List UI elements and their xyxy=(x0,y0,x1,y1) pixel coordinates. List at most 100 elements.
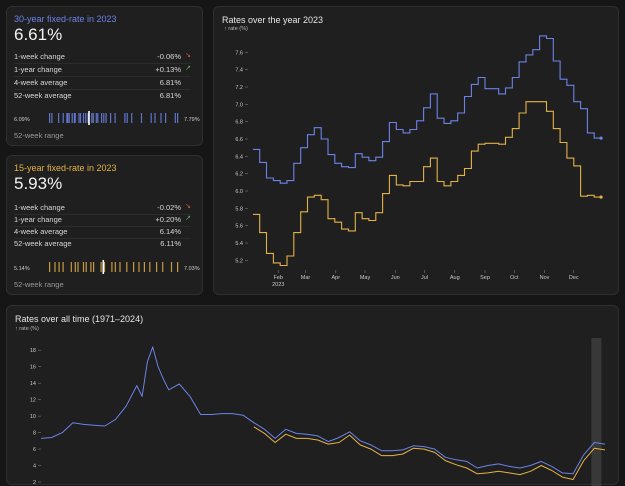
y-tick-label: 16 xyxy=(30,365,36,371)
x-tick-label: Dec xyxy=(569,275,579,281)
y-tick-label: 7.4 xyxy=(235,68,243,74)
range-tick xyxy=(58,262,60,272)
range-tick xyxy=(66,113,68,123)
series-end-point xyxy=(599,195,603,199)
range-tick xyxy=(119,262,121,272)
chart-title: Rates over the year 2023 xyxy=(222,15,324,25)
y-tick-label: 5.8 xyxy=(235,206,243,212)
arrow-up-icon: ↗ xyxy=(185,215,191,222)
range-strip xyxy=(49,260,179,274)
stat-label: 1-year change xyxy=(14,65,62,74)
range-tick xyxy=(177,262,179,272)
range-tick xyxy=(170,262,173,272)
x-tick-label: Aug xyxy=(450,275,460,281)
range-min: 6.09% xyxy=(14,117,30,123)
range-tick xyxy=(85,262,87,272)
stat-row-1-year: 1-year change +0.20% ↗ xyxy=(14,214,191,227)
stat-value: +0.13% xyxy=(155,65,181,74)
y-tick-label: 8 xyxy=(33,431,36,437)
y-tick-label: 5.2 xyxy=(235,258,243,264)
y-tick-label: 2 xyxy=(33,480,36,486)
card-15-year: 15-year fixed-rate in 2023 5.93% 1-week … xyxy=(6,155,203,295)
series-line xyxy=(252,35,602,184)
card-title: 30-year fixed-rate in 2023 xyxy=(14,14,117,24)
range-tick xyxy=(105,113,107,123)
x-year-label: 2023 xyxy=(272,282,284,288)
stat-label: 52-week average xyxy=(14,91,72,100)
range-max: 7.03% xyxy=(184,266,200,272)
arrow-down-icon: ↘ xyxy=(185,203,191,210)
range-tick xyxy=(93,262,95,272)
range-tick xyxy=(54,262,56,272)
range-tick xyxy=(77,262,79,272)
y-tick-label: 10 xyxy=(30,414,36,420)
x-tick-label: Apr xyxy=(331,275,340,281)
arrow-down-icon: ↘ xyxy=(185,52,191,59)
stat-value: +0.20% xyxy=(155,215,181,224)
range-tick xyxy=(150,113,152,123)
range-tick xyxy=(73,113,75,123)
x-tick-label: Jun xyxy=(391,275,400,281)
x-tick-label: Jul xyxy=(421,275,428,281)
stat-value: 6.11% xyxy=(160,239,181,248)
stat-row-4-week: 4-week average 6.14% xyxy=(14,226,191,239)
range-tick xyxy=(162,262,164,272)
range-label: 52-week range xyxy=(14,131,64,140)
y-tick-label: 18 xyxy=(30,348,36,354)
all-time-chart-card: Rates over all time (1971–2024) ↑ rate (… xyxy=(6,305,619,486)
y-tick-label: 7.6 xyxy=(235,50,243,56)
range-tick xyxy=(87,113,89,123)
year-chart-card: Rates over the year 2023 ↑ rate (%) 5.2 5… xyxy=(213,6,619,295)
current-rate: 6.61% xyxy=(14,25,63,44)
range-tick xyxy=(70,262,72,272)
range-tick xyxy=(103,262,106,272)
stat-value: 6.81% xyxy=(159,91,181,100)
y-tick-label: 5.4 xyxy=(235,241,243,247)
x-tick-label: Mar xyxy=(301,275,311,281)
range-label: 52-week range xyxy=(14,280,64,289)
range-tick xyxy=(111,262,113,272)
y-axis-label: ↑ rate (%) xyxy=(224,26,248,32)
x-tick-label: Sep xyxy=(480,275,490,281)
range-tick xyxy=(126,113,128,123)
stat-label: 4-week average xyxy=(14,78,68,87)
range-tick xyxy=(62,113,64,123)
y-tick-label: 7.0 xyxy=(235,102,243,108)
y-tick-label: 6.4 xyxy=(235,154,243,160)
y-tick-label: 6.6 xyxy=(235,137,243,143)
y-tick-label: 4 xyxy=(33,464,36,470)
range-tick xyxy=(90,262,92,272)
range-tick xyxy=(101,113,103,123)
stat-row-52-week: 52-week average 6.11% xyxy=(14,238,191,250)
range-tick xyxy=(177,113,179,123)
stat-row-4-week: 4-week average 6.81% xyxy=(14,77,191,90)
stat-value: -0.02% xyxy=(157,203,181,212)
range-tick xyxy=(78,113,80,123)
range-tick xyxy=(124,113,126,123)
range-tick xyxy=(67,113,69,123)
card-30-year: 30-year fixed-rate in 2023 6.61% 1-week … xyxy=(6,6,203,146)
range-tick xyxy=(68,113,70,123)
range-tick xyxy=(110,113,112,123)
range-tick xyxy=(149,262,151,272)
range-tick xyxy=(114,113,116,123)
stat-label: 1-year change xyxy=(14,215,62,224)
stat-value: -0.06% xyxy=(157,52,181,61)
range-tick xyxy=(138,262,140,272)
arrow-up-icon: ↗ xyxy=(185,65,191,72)
series-line xyxy=(40,346,606,475)
stat-value: 6.81% xyxy=(159,78,181,87)
x-tick-label: Oct xyxy=(510,275,519,281)
stat-row-52-week: 52-week average 6.81% xyxy=(14,90,191,102)
range-tick xyxy=(140,113,143,123)
range-tick xyxy=(165,113,167,123)
y-tick-label: 7.2 xyxy=(235,85,243,91)
stat-label: 1-week change xyxy=(14,203,65,212)
range-tick xyxy=(49,113,51,123)
chart-title: Rates over all time (1971–2024) xyxy=(15,314,144,324)
range-tick xyxy=(160,113,162,123)
all-time-line-chart: 2 4 6 8 10 12 14 16 18 xyxy=(30,338,606,486)
range-tick xyxy=(103,113,105,123)
range-tick xyxy=(49,262,51,272)
stat-label: 4-week average xyxy=(14,227,68,236)
